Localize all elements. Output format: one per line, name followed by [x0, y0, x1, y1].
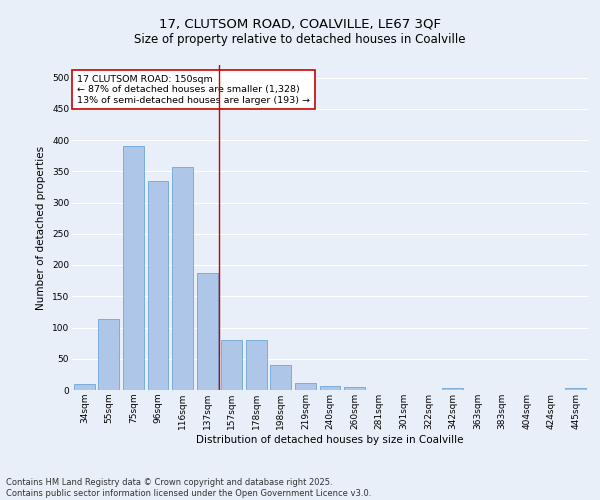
Bar — [123, 146, 144, 390]
Text: 17, CLUTSOM ROAD, COALVILLE, LE67 3QF: 17, CLUTSOM ROAD, COALVILLE, LE67 3QF — [159, 18, 441, 30]
Bar — [320, 386, 340, 390]
X-axis label: Distribution of detached houses by size in Coalville: Distribution of detached houses by size … — [196, 434, 464, 444]
Bar — [246, 340, 267, 390]
Bar — [74, 384, 95, 390]
Bar — [172, 167, 193, 390]
Bar — [221, 340, 242, 390]
Y-axis label: Number of detached properties: Number of detached properties — [37, 146, 46, 310]
Text: 17 CLUTSOM ROAD: 150sqm
← 87% of detached houses are smaller (1,328)
13% of semi: 17 CLUTSOM ROAD: 150sqm ← 87% of detache… — [77, 74, 310, 104]
Bar — [271, 365, 292, 390]
Bar — [98, 320, 119, 390]
Bar — [197, 273, 218, 390]
Bar — [148, 180, 169, 390]
Bar — [442, 388, 463, 390]
Bar — [295, 383, 316, 390]
Bar — [565, 388, 586, 390]
Bar — [344, 387, 365, 390]
Text: Size of property relative to detached houses in Coalville: Size of property relative to detached ho… — [134, 32, 466, 46]
Text: Contains HM Land Registry data © Crown copyright and database right 2025.
Contai: Contains HM Land Registry data © Crown c… — [6, 478, 371, 498]
